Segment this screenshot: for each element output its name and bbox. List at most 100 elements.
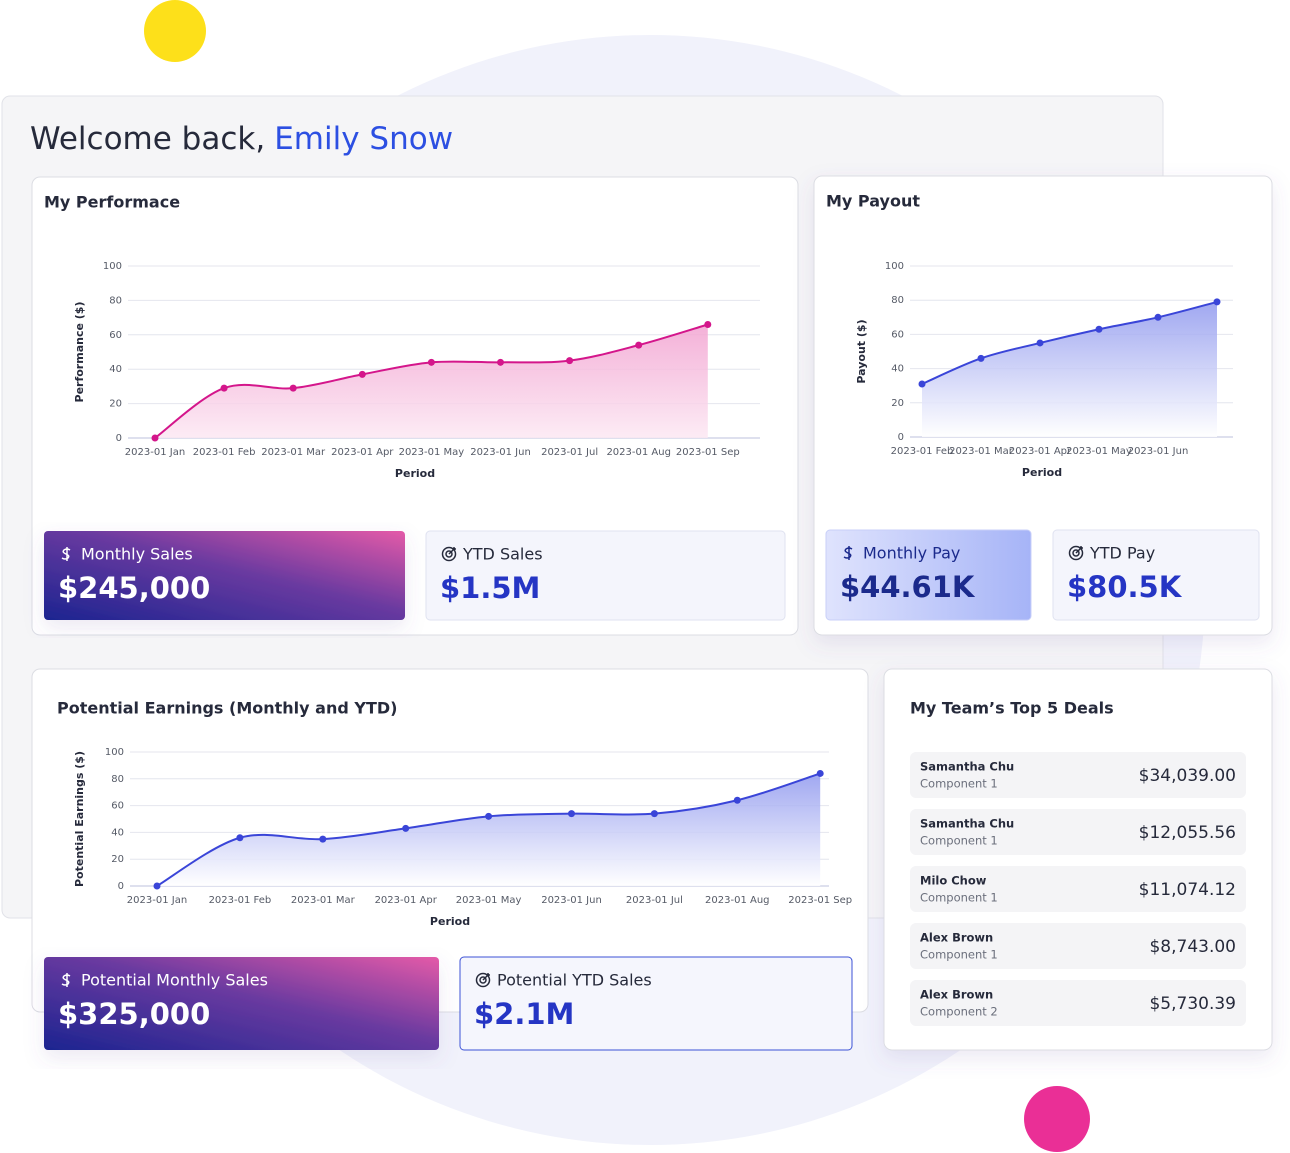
- point: [733, 796, 741, 804]
- point: [497, 358, 504, 366]
- stat-value: $245,000: [58, 571, 210, 605]
- y-axis-title: Payout ($): [855, 319, 868, 383]
- deal-amount: $8,743.00: [1149, 937, 1236, 957]
- y-tick-label: 40: [111, 827, 124, 838]
- stat-value: $44.61K: [840, 570, 976, 604]
- card-title: Potential Earnings (Monthly and YTD): [57, 699, 397, 718]
- x-tick-label: 2023-01 Jun: [1128, 446, 1189, 457]
- x-tick-label: 2023-01 Jul: [541, 447, 598, 458]
- y-tick-label: 40: [891, 364, 904, 375]
- deal-component: Component 1: [920, 777, 998, 791]
- line: [921, 300, 1218, 385]
- icon-target: [448, 547, 456, 555]
- stat-tiles: Monthly Sales $245,000 YTD Sales $1.5M Month…: [44, 529, 1260, 1051]
- deal-amount: $12,055.56: [1139, 823, 1236, 843]
- icon-target: [1072, 549, 1080, 557]
- deal-row: [910, 752, 1246, 798]
- x-tick-label: 2023-01 Jun: [541, 895, 602, 906]
- point: [650, 810, 658, 818]
- card-title: My Payout: [826, 192, 920, 211]
- x-tick-label: 2023-01 Feb: [891, 446, 954, 457]
- deal-name: Samantha Chu: [920, 817, 1014, 831]
- stat-tile: [44, 531, 405, 620]
- x-tick-label: 2023-01 May: [1066, 446, 1132, 457]
- x-tick-label: 2023-01 Feb: [193, 447, 256, 458]
- stat-tile: [425, 530, 786, 621]
- x-tick-label: 2023-01 Jun: [470, 447, 531, 458]
- x-tick-label: 2023-01 Mar: [261, 447, 326, 458]
- y-tick-label: 80: [109, 295, 122, 306]
- stat-label: Potential YTD Sales: [497, 971, 652, 990]
- deal-row: [910, 980, 1246, 1026]
- stat-label: Monthly Pay: [863, 544, 960, 563]
- stat-value: $2.1M: [474, 997, 574, 1031]
- y-tick-label: 100: [103, 261, 122, 272]
- y-tick-label: 20: [891, 398, 904, 409]
- x-tick-label: 2023-01 Mar: [291, 895, 356, 906]
- deal-component: Component 1: [920, 948, 998, 962]
- deal-row: [910, 923, 1246, 969]
- x-tick-label: 2023-01 Aug: [705, 895, 770, 906]
- stat-tile: [825, 529, 1032, 621]
- stat-value: $1.5M: [440, 571, 540, 605]
- x-tick-label: 2023-01 Jan: [127, 895, 187, 906]
- deal-component: Component 1: [920, 891, 998, 905]
- point: [358, 370, 366, 378]
- point: [1213, 298, 1221, 306]
- user-name: Emily Snow: [274, 121, 453, 157]
- deal-name: Alex Brown: [920, 931, 993, 945]
- y-tick-label: 0: [118, 881, 124, 892]
- deal-component: Component 1: [920, 834, 998, 848]
- stat-label: YTD Pay: [1089, 544, 1155, 563]
- icon-target: [1068, 545, 1084, 561]
- stat-tile: [459, 956, 853, 1051]
- y-tick-label: 40: [109, 364, 122, 375]
- x-axis-title: Period: [1022, 466, 1062, 479]
- y-tick-label: 80: [891, 295, 904, 306]
- icon-target: [445, 550, 453, 558]
- deals-list: Samantha Chu Component 1 $34,039.00 Samanth…: [910, 752, 1246, 1026]
- icon-target: [479, 976, 487, 984]
- deco-dot: [144, 0, 206, 62]
- icon-dollar: [843, 546, 853, 560]
- point: [153, 882, 161, 890]
- point: [289, 384, 297, 392]
- point: [485, 812, 493, 820]
- point: [402, 824, 410, 832]
- deal-row: [910, 809, 1246, 855]
- deal-amount: $5,730.39: [1149, 994, 1236, 1014]
- y-tick-label: 100: [885, 261, 904, 272]
- x-tick-label: 2023-01 Apr: [375, 895, 438, 906]
- x-tick-label: 2023-01 Sep: [676, 447, 740, 458]
- x-tick-label: 2023-01 Feb: [209, 895, 272, 906]
- stat-tile: [44, 957, 439, 1050]
- y-tick-label: 20: [109, 399, 122, 410]
- welcome: Welcome back, Emily Snow: [30, 121, 453, 157]
- stat-label: Potential Monthly Sales: [81, 971, 268, 990]
- y-tick-label: 0: [116, 433, 122, 444]
- icon-target: [1075, 546, 1083, 554]
- deal-amount: $34,039.00: [1139, 766, 1236, 786]
- card-title: My Performace: [44, 193, 180, 212]
- point: [220, 384, 228, 392]
- deal-row: [910, 866, 1246, 912]
- x-tick-label: 2023-01 Jan: [125, 447, 185, 458]
- point: [151, 434, 159, 442]
- greeting: Welcome back,: [30, 121, 265, 157]
- area: [155, 324, 708, 438]
- point: [1095, 325, 1103, 333]
- icon-dollar: [61, 547, 71, 561]
- point: [635, 341, 643, 349]
- stat-value: $325,000: [58, 997, 210, 1031]
- stat-label: Monthly Sales: [81, 545, 193, 564]
- x-tick-label: 2023-01 May: [399, 447, 465, 458]
- area: [922, 301, 1217, 437]
- deal-amount: $11,074.12: [1139, 880, 1236, 900]
- icon-target: [441, 546, 457, 562]
- y-tick-label: 60: [891, 329, 904, 340]
- x-tick-label: 2023-01 Sep: [788, 895, 852, 906]
- point: [704, 320, 712, 328]
- y-axis-title: Performance ($): [73, 302, 86, 403]
- icon-target: [475, 972, 491, 988]
